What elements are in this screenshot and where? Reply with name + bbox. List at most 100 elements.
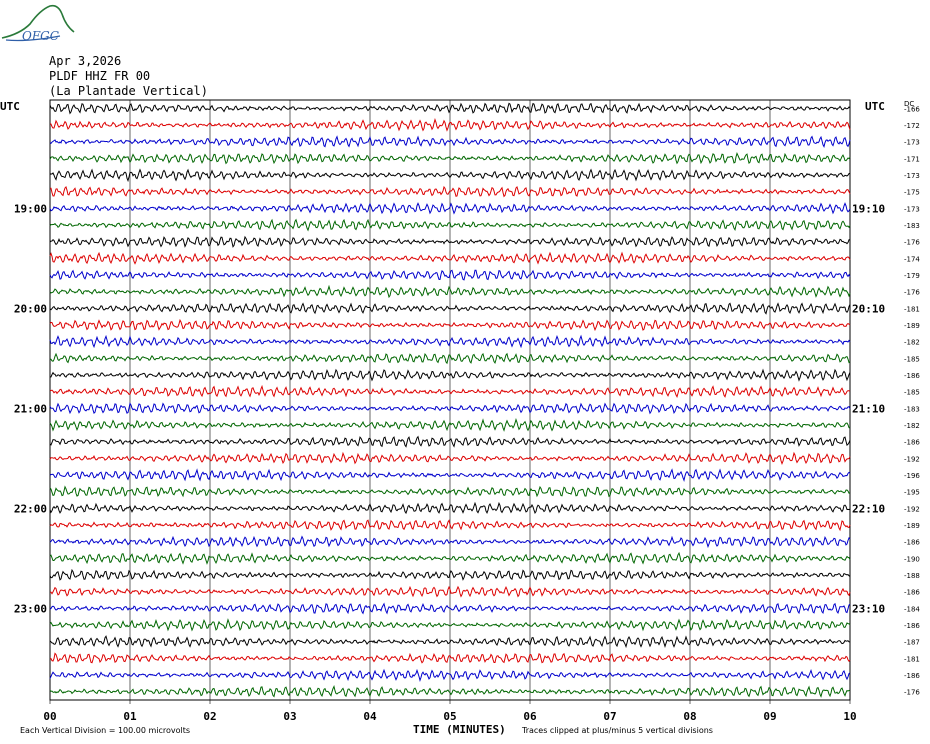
seismic-trace	[49, 334, 851, 349]
seismic-trace	[49, 318, 851, 332]
left-hour-label: 22:00	[14, 502, 47, 515]
dc-offset-label: -188	[904, 572, 920, 580]
dc-offset-label: -166	[904, 105, 920, 113]
trace-group	[49, 102, 851, 698]
dc-offset-label: -184	[904, 605, 920, 613]
axis-labels: 00 01 02 03 04 05 06 07 08 09 10 -166 -172 -173 -171 -1…	[14, 105, 921, 723]
dc-offset-label: -192	[904, 505, 920, 513]
right-hour-label: 21:10	[852, 402, 885, 415]
x-tick-label: 06	[523, 710, 537, 723]
seismic-trace	[49, 102, 851, 115]
seismic-trace	[49, 402, 851, 415]
date-label: Apr 3,2026	[49, 54, 122, 68]
seismic-trace	[49, 468, 851, 483]
dc-offset-label: -173	[904, 205, 920, 213]
seismic-trace	[49, 151, 851, 165]
seismic-trace	[49, 568, 851, 581]
left-utc-label: UTC	[0, 100, 20, 113]
dc-offset-label: -189	[904, 322, 920, 330]
seismic-trace	[49, 202, 851, 215]
dc-label: DC	[904, 100, 914, 108]
dc-offset-label: -175	[904, 189, 920, 197]
dc-offset-label: -196	[904, 472, 920, 480]
minute-gridlines	[49, 100, 851, 704]
x-axis-title: TIME (MINUTES)	[413, 723, 506, 736]
seismic-trace	[49, 368, 851, 382]
x-tick-label: 02	[203, 710, 216, 723]
dc-offset-label: -176	[904, 689, 920, 697]
seismic-trace	[49, 618, 851, 632]
x-tick-label: 05	[443, 710, 456, 723]
dc-offset-label: -192	[904, 455, 920, 463]
seismic-trace	[49, 685, 851, 698]
x-tick-label: 00	[43, 710, 56, 723]
seismic-trace	[50, 185, 851, 198]
dc-offset-label: -181	[904, 655, 920, 663]
seismic-trace	[49, 501, 851, 515]
dc-offset-label: -176	[904, 289, 920, 297]
x-tick-label: 08	[683, 710, 696, 723]
dc-offset-label: -171	[904, 155, 920, 163]
x-tick-label: 03	[283, 710, 296, 723]
dc-offset-label: -174	[904, 255, 920, 263]
seismic-trace	[49, 551, 851, 565]
dc-offset-label: -172	[904, 122, 920, 130]
left-hour-label: 21:00	[14, 402, 47, 415]
seismic-trace	[49, 602, 851, 615]
x-tick-label: 07	[603, 710, 616, 723]
seismic-trace	[49, 168, 851, 183]
right-hour-label: 22:10	[852, 502, 885, 515]
left-hour-label: 20:00	[14, 302, 47, 315]
seismic-trace	[49, 451, 851, 465]
dc-offset-label: -183	[904, 405, 920, 413]
dc-offset-label: -186	[904, 622, 920, 630]
right-hour-label: 20:10	[852, 302, 885, 315]
seismic-trace	[49, 668, 851, 683]
seismic-trace	[49, 135, 851, 148]
dc-offset-label: -181	[904, 305, 920, 313]
seismic-trace	[49, 652, 851, 664]
dc-offset-label: -186	[904, 672, 920, 680]
right-utc-label: UTC	[865, 100, 885, 113]
left-hour-label: 23:00	[14, 602, 47, 615]
footer-right-note: Traces clipped at plus/minus 5 vertical …	[521, 726, 713, 735]
seismic-trace	[50, 585, 851, 598]
right-hour-label: 23:10	[852, 602, 885, 615]
seismic-trace	[49, 535, 851, 549]
seismic-trace	[49, 352, 851, 365]
footer-left-note: Each Vertical Division = 100.00 microvol…	[20, 726, 190, 735]
ofgc-logo: OFGC	[1, 4, 75, 43]
dc-offset-label: -186	[904, 539, 920, 547]
logo-text: OFGC	[22, 29, 59, 43]
seismic-trace	[49, 435, 851, 448]
station-label: PLDF HHZ FR 00	[49, 69, 151, 83]
dc-offset-label: -185	[904, 389, 920, 397]
x-tick-label: 10	[843, 710, 856, 723]
dc-offset-label: -190	[904, 555, 920, 563]
seismic-trace	[49, 635, 851, 649]
seismic-trace	[49, 235, 850, 248]
seismic-trace	[49, 302, 851, 315]
dc-offset-label: -173	[904, 172, 920, 180]
seismic-trace	[49, 269, 851, 281]
seismic-trace	[49, 218, 851, 232]
seismic-trace	[49, 384, 851, 398]
seismic-trace	[49, 417, 851, 432]
seismic-trace	[49, 519, 851, 532]
dc-offset-label: -186	[904, 439, 920, 447]
dc-offset-label: -173	[904, 139, 920, 147]
dc-offset-label: -183	[904, 222, 920, 230]
x-tick-label: 01	[123, 710, 137, 723]
seismic-trace	[49, 284, 851, 299]
dc-offset-label: -182	[904, 339, 920, 347]
location-label: (La Plantade Vertical)	[49, 84, 208, 98]
dc-offset-label: -176	[904, 239, 920, 247]
dc-offset-label: -179	[904, 272, 920, 280]
x-tick-label: 04	[363, 710, 377, 723]
seismic-trace	[49, 251, 851, 265]
dc-offset-label: -182	[904, 422, 920, 430]
seismic-trace	[49, 485, 851, 498]
dc-offset-label: -186	[904, 372, 920, 380]
seismic-trace	[49, 117, 851, 132]
